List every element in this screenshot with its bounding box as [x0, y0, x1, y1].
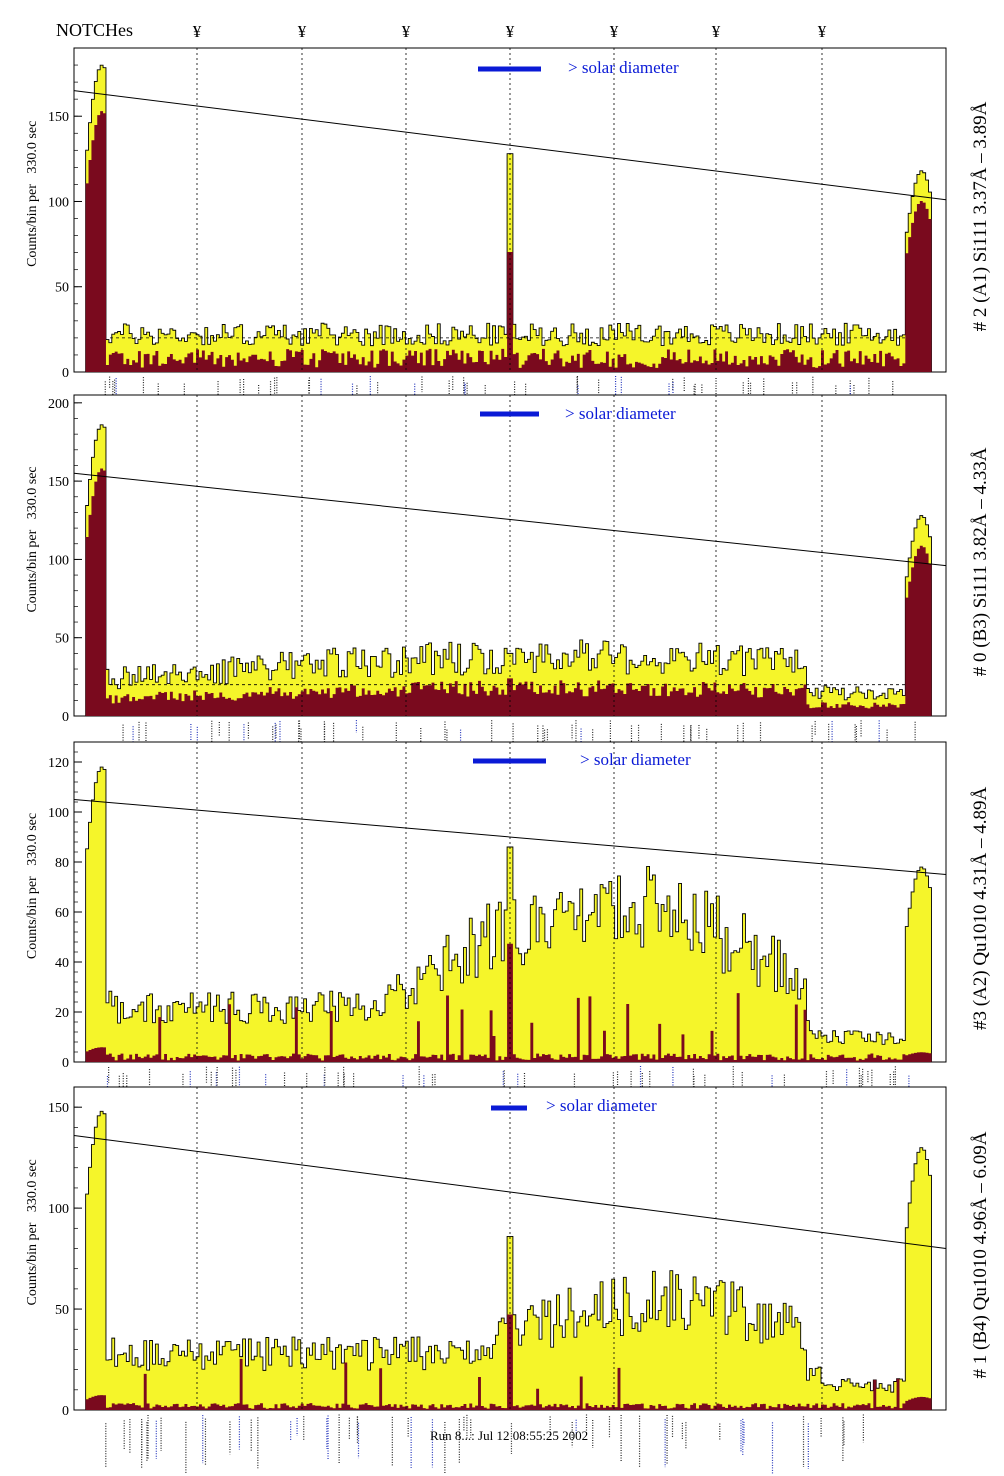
trend-line: [73, 799, 947, 875]
y-tick-label: 0: [62, 1404, 69, 1419]
panel-label: # 0 (B3) Si111 3.82Å – 4.33Å: [970, 447, 991, 676]
notch-marker-5: ¥: [610, 22, 619, 41]
notch-marker-3: ¥: [402, 22, 411, 41]
y-axis-label: Counts/bin per 330.0 sec: [25, 1159, 40, 1305]
panel-3: 0 20 40 60 80 100 120 Counts/bin per 330.0 sec #…: [25, 741, 991, 1126]
notches-title: NOTCHes: [56, 20, 133, 40]
panel-2: 0 50 100 150 200 Counts/bin per 330.0 sec # 0 …: [25, 394, 991, 780]
y-tick-label: 50: [55, 1303, 69, 1318]
panel-4: 0 50 100 150 Counts/bin per 330.0 sec # 1 (B4…: [25, 1086, 991, 1474]
notch-marker-4: ¥: [506, 22, 515, 41]
trend-line: [73, 90, 947, 201]
y-axis-label: Counts/bin per 330.0 sec: [25, 466, 40, 612]
y-tick-label: 50: [55, 281, 69, 296]
y-tick-label: 150: [48, 475, 69, 490]
notch-marker-2: ¥: [298, 22, 307, 41]
y-tick-label: 40: [55, 956, 69, 971]
y-tick-label: 20: [55, 1006, 69, 1021]
y-axis-label: Counts/bin per 330.0 sec: [25, 813, 40, 959]
panel-label: # 2 (A1) Si111 3.37Å – 3.89Å: [970, 101, 991, 331]
legend-solar-text: > solar diameter: [580, 750, 691, 769]
y-tick-label: 100: [48, 553, 69, 568]
y-tick-label: 100: [48, 195, 69, 210]
notch-marker-6: ¥: [712, 22, 721, 41]
y-tick-label: 100: [48, 806, 69, 821]
trend-line: [73, 1134, 947, 1249]
y-tick-label: 60: [55, 906, 69, 921]
panel-label: #3 (A2) Qu1010 4.31Å – 4.89Å: [970, 786, 991, 1030]
total-counts-histogram: [74, 1110, 946, 1411]
trend-line: [73, 472, 947, 567]
panel-1: 0 50 100 150 Counts/bin per 330.0 sec # 2 (A1…: [25, 47, 991, 434]
legend-solar-text: > solar diameter: [565, 404, 676, 423]
legend-solar-text: > solar diameter: [568, 58, 679, 77]
total-counts-histogram: [74, 424, 946, 717]
run-timestamp: Run 8...: Jul 12 08:55:25 2002: [430, 1428, 589, 1443]
y-tick-label: 80: [55, 856, 69, 871]
notch-marker-1: ¥: [193, 22, 202, 41]
y-tick-label: 150: [48, 110, 69, 125]
y-tick-label: 0: [62, 710, 69, 725]
y-tick-label: 50: [55, 632, 69, 647]
y-tick-label: 0: [62, 1056, 69, 1071]
panel-label: # 1 (B4) Qu1010 4.96Å – 6.09Å: [970, 1131, 991, 1378]
y-tick-label: 100: [48, 1202, 69, 1217]
y-axis-label: Counts/bin per 330.0 sec: [25, 121, 40, 267]
y-tick-label: 150: [48, 1101, 69, 1116]
y-tick-label: 200: [48, 397, 69, 412]
notch-marker-7: ¥: [818, 22, 827, 41]
y-tick-label: 120: [48, 756, 69, 771]
y-tick-label: 0: [62, 366, 69, 381]
legend-solar-text: > solar diameter: [546, 1096, 657, 1115]
